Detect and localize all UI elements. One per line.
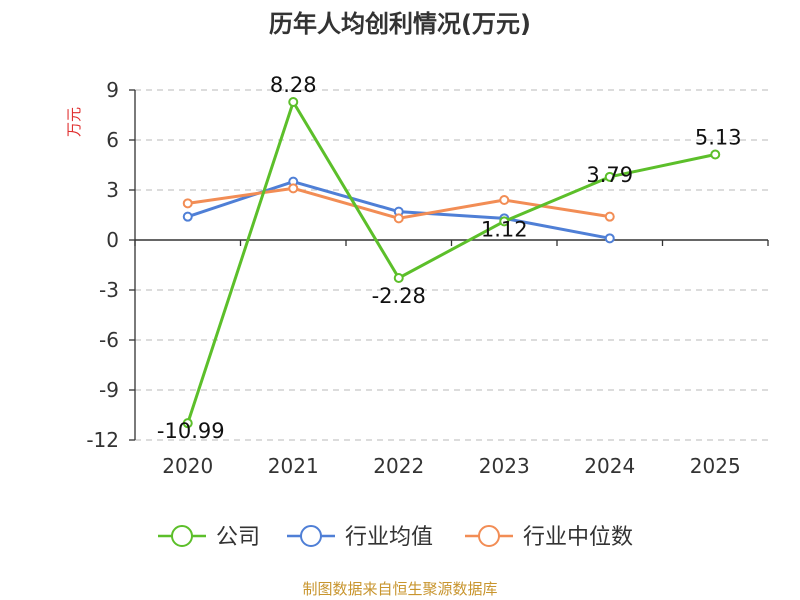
data-label: -10.99 (157, 419, 225, 443)
x-tick-label: 2021 (268, 454, 319, 478)
y-tick-label: -6 (99, 328, 119, 352)
source-note: 制图数据来自恒生聚源数据库 (302, 580, 497, 598)
y-tick-label: 9 (106, 78, 119, 102)
series-1 (182, 176, 615, 244)
y-tick-label: -9 (99, 378, 119, 402)
legend-marker (300, 525, 322, 547)
data-point (604, 211, 615, 222)
data-label: -2.28 (372, 284, 426, 308)
data-point (182, 211, 193, 222)
y-tick-label: 3 (106, 178, 119, 202)
data-label: 3.79 (586, 163, 633, 187)
series-0 (182, 97, 721, 429)
data-point (710, 149, 721, 160)
data-point (604, 233, 615, 244)
data-labels: -10.99 8.28 -2.28 1.12 3.79 5.13 (157, 73, 742, 443)
data-label: 1.12 (481, 217, 528, 241)
x-tick-label: 2020 (162, 454, 213, 478)
legend-item-2[interactable]: 行业中位数 (465, 525, 633, 550)
series-lines (182, 97, 721, 429)
x-tick-label: 2024 (584, 454, 635, 478)
y-axis-unit: 万元 (65, 107, 83, 137)
x-tick-label: 2025 (690, 454, 741, 478)
data-point (393, 213, 404, 224)
legend-marker (478, 525, 500, 547)
data-point (393, 273, 404, 283)
y-tick-label: 6 (106, 128, 119, 152)
data-point (499, 216, 510, 227)
data-label: 5.13 (695, 126, 742, 150)
legend-label: 行业中位数 (523, 525, 633, 550)
y-tick-label: 0 (106, 228, 119, 252)
legend-label: 行业均值 (345, 525, 433, 550)
legend-item-0[interactable]: 公司 (158, 525, 260, 550)
data-point (288, 97, 299, 107)
data-label: 8.28 (270, 73, 317, 97)
data-point (604, 171, 615, 182)
x-tick-label: 2023 (479, 454, 530, 478)
legend-item-1[interactable]: 行业均值 (287, 525, 433, 550)
axes: 9 6 3 0 -3 -6 -9 -12 2020 2021 2022 2023 2024 2025 (86, 78, 769, 478)
data-point (182, 198, 193, 209)
y-tick-label: -12 (86, 428, 119, 452)
data-point (499, 195, 510, 205)
x-tick-label: 2022 (373, 454, 424, 478)
legend-label: 公司 (216, 525, 260, 550)
legend: 公司 行业均值 行业中位数 (158, 525, 633, 550)
legend-marker (171, 525, 193, 547)
y-tick-label: -3 (99, 278, 119, 302)
data-point (182, 418, 193, 429)
series-line (186, 100, 716, 424)
chart-title: 历年人均创利情况(万元) (269, 10, 531, 38)
data-point (288, 183, 299, 194)
grid-lines (135, 89, 768, 441)
